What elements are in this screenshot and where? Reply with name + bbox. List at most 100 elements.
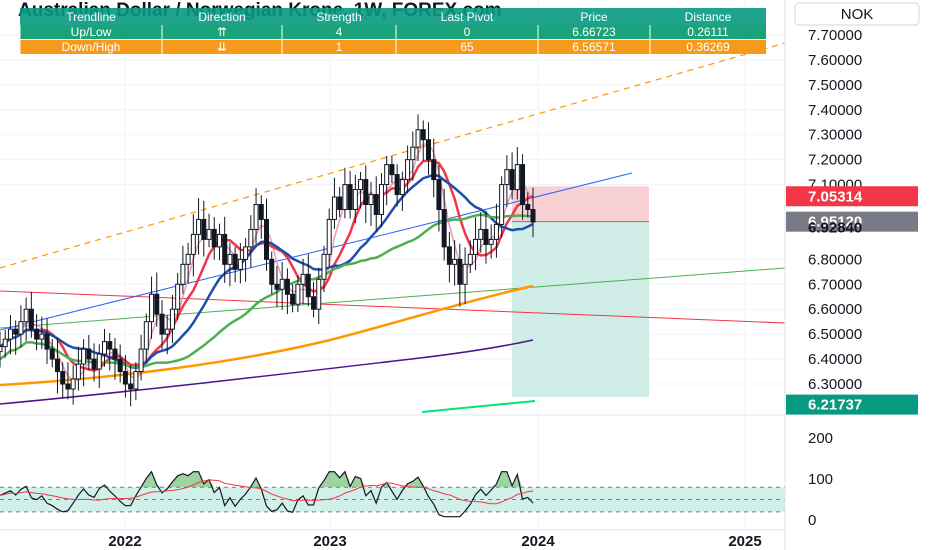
candle-body bbox=[405, 159, 411, 181]
candle-body bbox=[44, 333, 50, 350]
up-trendline[interactable] bbox=[0, 267, 786, 329]
candle-body bbox=[164, 328, 170, 335]
table-cell: 0 bbox=[464, 25, 471, 39]
price-tick-label: 7.60000 bbox=[808, 52, 862, 69]
currency-label[interactable]: NOK bbox=[841, 6, 874, 23]
price-tick-label: 7.40000 bbox=[808, 102, 862, 119]
overlay: Australian Dollar / Norwegian Krone, 1W,… bbox=[18, 0, 766, 54]
candle-body bbox=[34, 328, 40, 340]
candle-body bbox=[363, 179, 369, 206]
candle-body bbox=[384, 164, 390, 186]
candle-body bbox=[169, 308, 175, 330]
candle-body bbox=[180, 263, 186, 285]
candle-body bbox=[342, 184, 348, 210]
candle-body bbox=[138, 348, 144, 373]
green-target-segment[interactable] bbox=[421, 400, 536, 413]
ma-orange bbox=[0, 284, 534, 387]
candle-body bbox=[96, 353, 102, 370]
candle-body bbox=[253, 204, 259, 230]
candle-body bbox=[295, 283, 301, 305]
time-tick-label: 2025 bbox=[728, 533, 761, 550]
table-cell: Up/Low bbox=[71, 25, 112, 39]
candlesticks bbox=[0, 114, 536, 407]
candle-body bbox=[530, 209, 536, 223]
candle-body bbox=[222, 233, 228, 265]
candle-body bbox=[525, 204, 531, 210]
candle-body bbox=[264, 218, 269, 260]
table-row bbox=[20, 25, 766, 39]
candle-body bbox=[117, 358, 123, 373]
candle-body bbox=[431, 159, 437, 181]
candle-body bbox=[331, 196, 337, 220]
candle-body bbox=[520, 164, 526, 206]
currency-box[interactable] bbox=[794, 2, 920, 26]
candle-body bbox=[60, 371, 66, 385]
candle-body bbox=[441, 209, 447, 248]
candle-body bbox=[499, 184, 505, 225]
candle-body bbox=[473, 238, 479, 255]
price-tick-label: 7.50000 bbox=[808, 77, 862, 94]
price-tick-label: 6.60000 bbox=[808, 301, 862, 318]
table-header-cell: Direction bbox=[198, 10, 245, 24]
candle-body bbox=[143, 321, 149, 350]
candle-body bbox=[378, 184, 384, 215]
candle-body bbox=[237, 258, 243, 270]
candle-body bbox=[258, 204, 264, 220]
candle-body bbox=[358, 179, 364, 191]
candle-body bbox=[70, 378, 76, 390]
ma-purple bbox=[0, 339, 534, 405]
candle-body bbox=[394, 174, 400, 196]
candle-body bbox=[23, 308, 29, 323]
price-marker-bg bbox=[786, 211, 918, 232]
candle-body bbox=[39, 333, 45, 340]
candle-body bbox=[175, 283, 181, 310]
candle-body bbox=[452, 258, 458, 265]
candle-body bbox=[159, 313, 165, 335]
candle-body bbox=[284, 278, 290, 295]
candle-body bbox=[462, 263, 468, 285]
candle-body bbox=[133, 371, 139, 390]
candle-body bbox=[446, 246, 452, 265]
table-cell: 65 bbox=[460, 40, 474, 54]
candle-body bbox=[337, 196, 343, 211]
upper-channel-dashed-line[interactable] bbox=[0, 42, 786, 269]
table-cell: 0.36269 bbox=[686, 40, 730, 54]
price-marker-label: 6.92840 bbox=[808, 219, 862, 236]
candle-body bbox=[0, 346, 3, 353]
candle-body bbox=[196, 218, 202, 235]
price-tick-label: 6.70000 bbox=[808, 276, 862, 293]
time-tick-label: 2024 bbox=[521, 533, 555, 550]
rsi-signal-line bbox=[0, 479, 534, 505]
candle-body bbox=[300, 273, 306, 285]
price-marker-label: 7.05314 bbox=[808, 188, 863, 205]
position-target-zone[interactable] bbox=[512, 221, 649, 397]
candle-body bbox=[122, 371, 128, 385]
table-cell: 4 bbox=[336, 25, 343, 39]
candle-body bbox=[211, 228, 217, 248]
time-axis[interactable]: 2022 2023 2024 2025 bbox=[108, 533, 761, 550]
price-tick-label: 7.20000 bbox=[808, 152, 862, 169]
candle-body bbox=[154, 293, 160, 315]
candle-body bbox=[18, 321, 24, 335]
price-axis[interactable]: NOK 7.70000 7.60000 7.50000 7.40000 7.30000 7.… bbox=[784, 0, 920, 550]
table-header-cell: Price bbox=[580, 10, 608, 24]
candle-body bbox=[311, 296, 317, 310]
price-marker-bg bbox=[786, 394, 918, 415]
candle-body bbox=[420, 129, 426, 141]
candle-body bbox=[504, 169, 510, 186]
candle-body bbox=[305, 273, 311, 298]
price-tick-label: 6.30000 bbox=[808, 376, 862, 393]
candle-body bbox=[75, 363, 81, 380]
price-marker-bg bbox=[786, 186, 918, 207]
candle-body bbox=[274, 283, 280, 290]
candle-body bbox=[227, 253, 233, 265]
price-marker-label: 6.95120 bbox=[808, 214, 862, 231]
candle-body bbox=[389, 164, 395, 176]
price-marker-label: 6.21737 bbox=[808, 397, 862, 414]
position-box[interactable] bbox=[512, 186, 649, 397]
candle-body bbox=[399, 179, 405, 196]
candle-body bbox=[347, 184, 353, 210]
candle-body bbox=[352, 189, 358, 211]
down-trendline[interactable] bbox=[0, 290, 786, 324]
